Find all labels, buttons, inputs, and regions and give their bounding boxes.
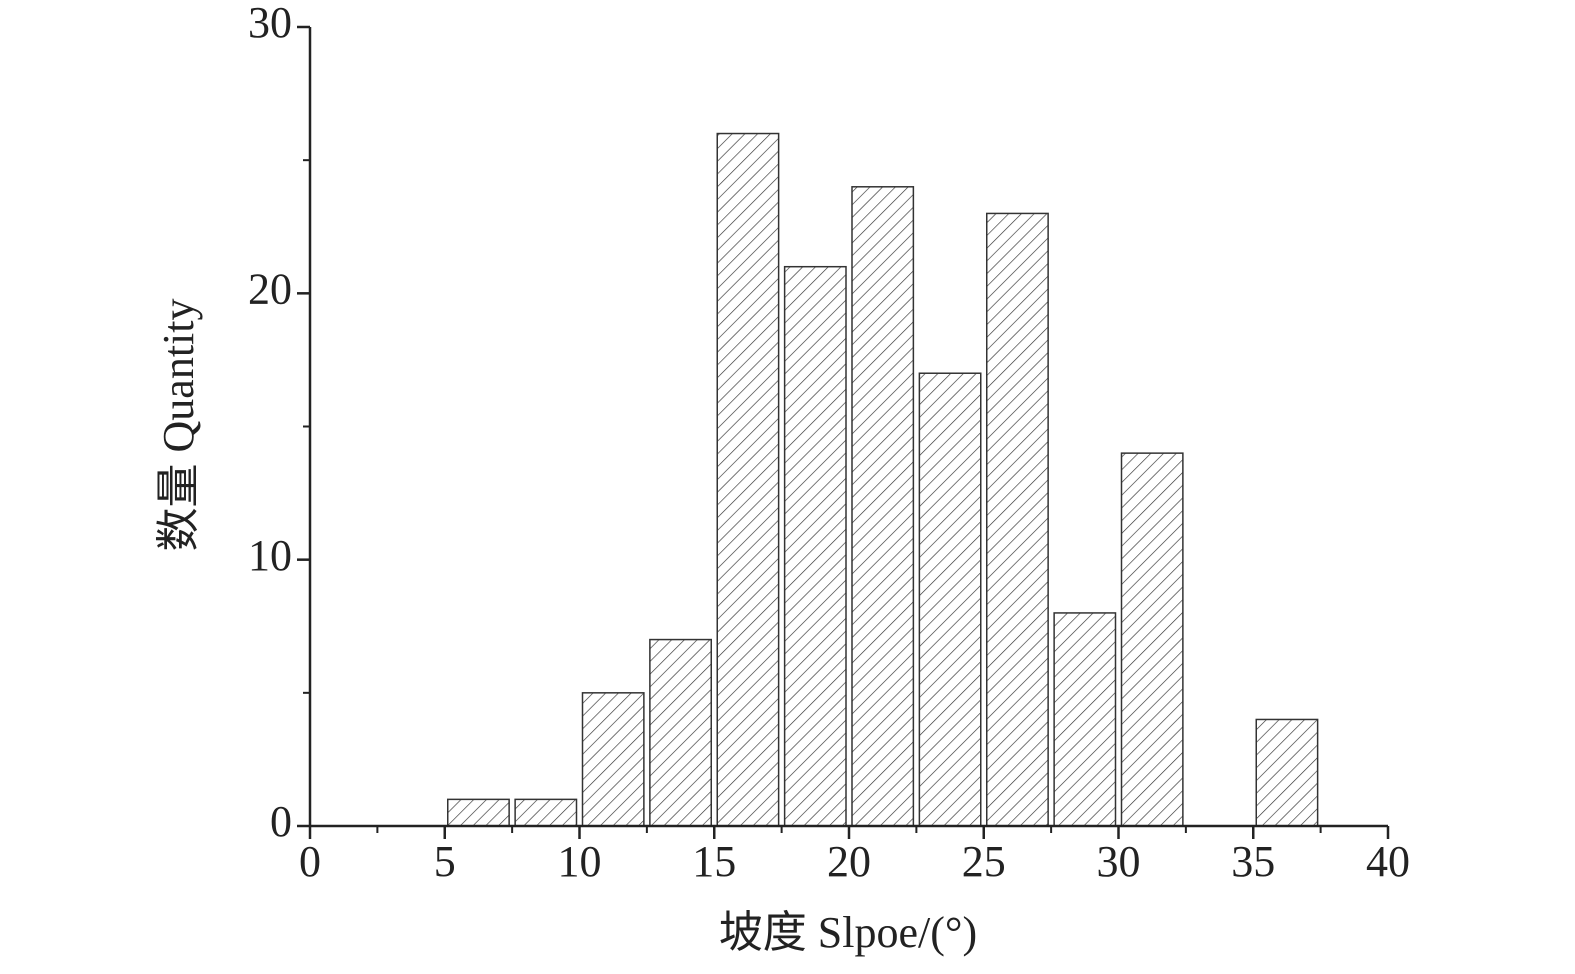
x-axis-label: 坡度 Slpoe/(°) xyxy=(719,908,977,957)
x-tick-label: 40 xyxy=(1366,837,1410,886)
bar xyxy=(581,692,645,827)
bar xyxy=(649,638,712,827)
bar xyxy=(514,798,578,827)
x-tick-label: 20 xyxy=(827,837,871,886)
x-tick-label: 35 xyxy=(1231,837,1275,886)
x-tick-label: 15 xyxy=(692,837,736,886)
x-tick-label: 10 xyxy=(558,837,602,886)
x-tick-label: 0 xyxy=(299,837,321,886)
bar xyxy=(918,372,982,827)
y-axis-label: 数量 Quantity xyxy=(154,299,203,552)
y-tick-label: 30 xyxy=(248,0,292,47)
x-tick-label: 25 xyxy=(962,837,1006,886)
x-tick-label: 30 xyxy=(1097,837,1141,886)
y-tick-label: 20 xyxy=(248,264,292,313)
bar xyxy=(1053,612,1117,827)
bar xyxy=(716,132,780,827)
y-tick-label: 0 xyxy=(270,797,292,846)
bar xyxy=(851,186,915,827)
x-tick-label: 5 xyxy=(434,837,456,886)
bar xyxy=(986,212,1049,827)
y-tick-label: 10 xyxy=(248,531,292,580)
bar xyxy=(1120,452,1184,827)
bar xyxy=(783,265,847,827)
bar xyxy=(1255,718,1319,827)
bar xyxy=(447,798,510,827)
